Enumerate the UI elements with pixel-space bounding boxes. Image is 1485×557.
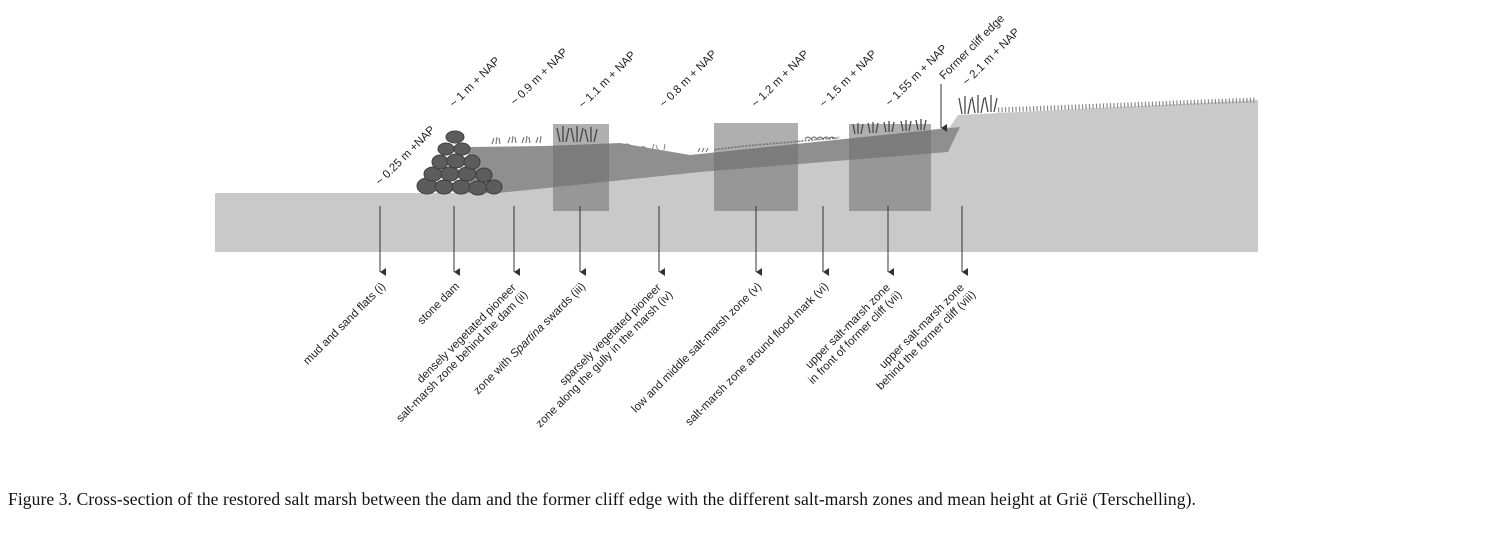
zone-labels: mud and sand flats (i) stone dam densely… — [301, 280, 978, 431]
height-label: ~ 1 m + NAP — [448, 55, 503, 110]
zone-box-upper-front — [849, 124, 931, 211]
vegetation-spartina — [556, 126, 598, 143]
vegetation-pioneer — [491, 135, 542, 145]
cross-section-diagram: ~ 0.25 m +NAP ~ 1 m + NAP ~ 0.9 m + NAP … — [215, 13, 1258, 431]
stone-dam — [416, 130, 503, 196]
vegetation-upper-behind — [958, 95, 1256, 115]
height-label: ~ 0.8 m + NAP — [658, 48, 720, 110]
zone-label: mud and sand flats (i) — [301, 281, 388, 368]
zone-box-low-middle — [714, 123, 798, 211]
height-label: ~ 1.2 m + NAP — [750, 48, 812, 110]
zone-label: sparsely vegetated pioneer zone along th… — [525, 280, 676, 431]
height-label: ~ 1.1 m + NAP — [577, 49, 639, 111]
height-label: ~ 1.5 m + NAP — [818, 48, 880, 110]
vegetation-upper-front — [852, 119, 927, 135]
vegetation-low-middle — [697, 136, 842, 153]
height-label: ~ 0.9 m + NAP — [509, 46, 571, 108]
figure-caption: Figure 3. Cross-section of the restored … — [8, 489, 1197, 509]
zone-label: salt-marsh zone around flood mark (vi) — [683, 281, 831, 429]
vegetation-gully — [614, 143, 666, 151]
zone-label: stone dam — [416, 281, 462, 327]
zone-arrows — [379, 206, 968, 276]
